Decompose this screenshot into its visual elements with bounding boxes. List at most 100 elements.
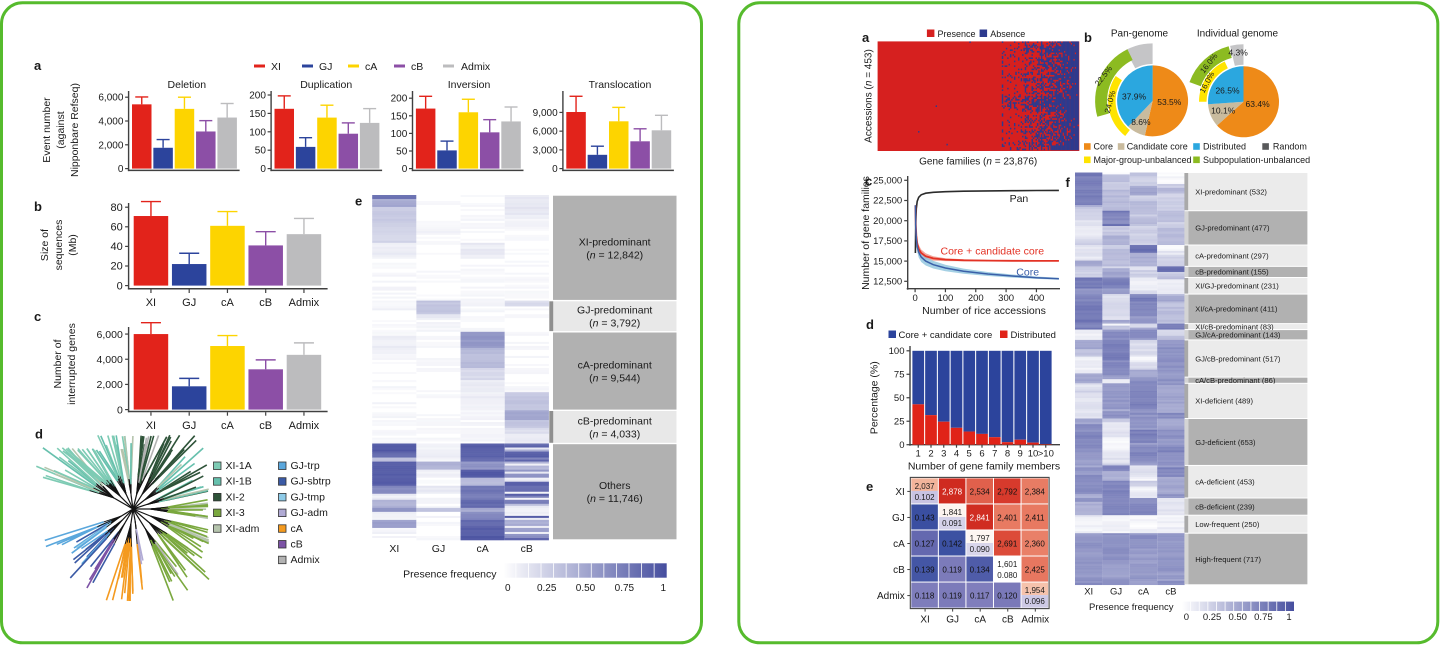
svg-text:Nipponbare Refseq): Nipponbare Refseq) bbox=[69, 83, 81, 177]
svg-text:cB-predominant: cB-predominant bbox=[578, 415, 652, 427]
svg-text:37.9%: 37.9% bbox=[1122, 91, 1147, 101]
svg-text:Core + candidate core: Core + candidate core bbox=[899, 330, 993, 341]
svg-text:1,841: 1,841 bbox=[942, 508, 963, 517]
svg-text:0.134: 0.134 bbox=[970, 566, 991, 575]
svg-text:9: 9 bbox=[1018, 449, 1023, 460]
svg-text:2,841: 2,841 bbox=[970, 514, 991, 523]
svg-text:b: b bbox=[1084, 30, 1092, 45]
svg-text:53.5%: 53.5% bbox=[1157, 97, 1182, 107]
svg-text:Presence: Presence bbox=[938, 29, 976, 39]
svg-text:2,000: 2,000 bbox=[98, 140, 123, 151]
svg-text:XI: XI bbox=[271, 61, 281, 73]
svg-text:a: a bbox=[862, 30, 870, 45]
svg-text:cA-predominant: cA-predominant bbox=[578, 360, 652, 372]
svg-text:cB: cB bbox=[893, 565, 905, 576]
svg-text:(Mb): (Mb) bbox=[67, 234, 79, 256]
svg-text:50: 50 bbox=[396, 147, 408, 158]
svg-text:0.080: 0.080 bbox=[997, 571, 1018, 580]
svg-text:cB-deficient (239): cB-deficient (239) bbox=[1195, 502, 1255, 511]
svg-text:Admix: Admix bbox=[291, 554, 321, 566]
svg-text:12,500: 12,500 bbox=[873, 277, 902, 288]
svg-text:1: 1 bbox=[661, 583, 667, 594]
svg-text:20: 20 bbox=[111, 261, 123, 273]
svg-text:7: 7 bbox=[992, 449, 997, 460]
svg-text:0: 0 bbox=[117, 404, 123, 416]
svg-text:63.4%: 63.4% bbox=[1246, 99, 1271, 109]
svg-text:0.090: 0.090 bbox=[970, 545, 991, 554]
svg-text:2,411: 2,411 bbox=[1025, 514, 1045, 523]
svg-text:0: 0 bbox=[912, 293, 917, 304]
svg-text:cA: cA bbox=[1138, 587, 1150, 598]
svg-text:Candidate core: Candidate core bbox=[1127, 142, 1188, 152]
svg-text:2,878: 2,878 bbox=[942, 487, 963, 496]
svg-text:0.117: 0.117 bbox=[970, 592, 990, 601]
svg-text:25,000: 25,000 bbox=[873, 176, 902, 187]
svg-text:0.50: 0.50 bbox=[576, 583, 596, 594]
svg-text:0.119: 0.119 bbox=[942, 566, 962, 575]
svg-text:4.3%: 4.3% bbox=[1228, 48, 1248, 58]
svg-text:Subpopulation-unbalanced: Subpopulation-unbalanced bbox=[1203, 155, 1310, 165]
svg-text:cA: cA bbox=[221, 420, 235, 432]
svg-text:2: 2 bbox=[928, 449, 933, 460]
svg-text:0: 0 bbox=[402, 164, 408, 175]
svg-text:200: 200 bbox=[249, 91, 266, 102]
svg-text:Core: Core bbox=[1016, 267, 1039, 279]
svg-text:200: 200 bbox=[391, 94, 408, 105]
svg-text:cA: cA bbox=[476, 543, 488, 555]
svg-text:(against: (against bbox=[55, 111, 67, 148]
svg-text:f: f bbox=[1066, 175, 1071, 190]
svg-text:8: 8 bbox=[1005, 449, 1010, 460]
svg-text:cB: cB bbox=[411, 61, 423, 73]
svg-text:0.119: 0.119 bbox=[942, 592, 962, 601]
svg-text:0.142: 0.142 bbox=[942, 540, 963, 549]
svg-text:100: 100 bbox=[249, 127, 266, 138]
svg-text:Admix: Admix bbox=[1021, 615, 1049, 626]
svg-text:GJ: GJ bbox=[892, 513, 905, 524]
svg-text:Pan: Pan bbox=[1010, 193, 1029, 205]
svg-text:25: 25 bbox=[894, 416, 905, 427]
svg-text:0.139: 0.139 bbox=[915, 566, 936, 575]
svg-text:1,601: 1,601 bbox=[997, 560, 1018, 569]
svg-text:cB: cB bbox=[1165, 587, 1176, 598]
svg-text:Duplication: Duplication bbox=[300, 79, 352, 91]
svg-text:Distributed: Distributed bbox=[1203, 142, 1246, 152]
svg-text:d: d bbox=[35, 427, 43, 442]
svg-text:0.096: 0.096 bbox=[1025, 597, 1046, 606]
svg-text:GJ-sbtrp: GJ-sbtrp bbox=[291, 476, 331, 488]
svg-text:XI: XI bbox=[146, 420, 156, 432]
svg-text:cA/cB-predominant (86): cA/cB-predominant (86) bbox=[1195, 376, 1276, 385]
svg-text:17,500: 17,500 bbox=[873, 236, 902, 247]
svg-text:(n = 3,792): (n = 3,792) bbox=[589, 318, 640, 330]
svg-text:cA-deficient (453): cA-deficient (453) bbox=[1195, 478, 1255, 487]
svg-text:cA: cA bbox=[974, 615, 986, 626]
svg-text:XI/cA-predominant (411): XI/cA-predominant (411) bbox=[1195, 305, 1278, 314]
svg-text:XI/cB-predominant (83): XI/cB-predominant (83) bbox=[1195, 322, 1274, 331]
svg-text:XI-1A: XI-1A bbox=[226, 460, 252, 472]
svg-text:0: 0 bbox=[505, 583, 511, 594]
svg-text:Inversion: Inversion bbox=[448, 79, 491, 91]
svg-text:300: 300 bbox=[998, 293, 1014, 304]
svg-text:0.25: 0.25 bbox=[537, 583, 557, 594]
svg-text:cB: cB bbox=[1002, 615, 1014, 626]
svg-text:2,534: 2,534 bbox=[970, 487, 991, 496]
svg-text:4,000: 4,000 bbox=[98, 117, 123, 128]
svg-text:0: 0 bbox=[899, 440, 904, 451]
svg-text:50: 50 bbox=[255, 146, 267, 157]
svg-text:GJ-trp: GJ-trp bbox=[291, 460, 320, 472]
svg-text:0.118: 0.118 bbox=[915, 592, 935, 601]
svg-text:0.127: 0.127 bbox=[915, 540, 936, 549]
svg-text:0.75: 0.75 bbox=[1254, 612, 1273, 623]
svg-text:80: 80 bbox=[111, 202, 123, 214]
svg-text:4: 4 bbox=[954, 449, 959, 460]
svg-text:cA: cA bbox=[365, 61, 377, 73]
svg-text:1: 1 bbox=[916, 449, 921, 460]
svg-text:XI: XI bbox=[895, 487, 904, 498]
svg-text:GJ/cA-predominant (143): GJ/cA-predominant (143) bbox=[1195, 331, 1281, 340]
svg-text:4,000: 4,000 bbox=[97, 354, 123, 366]
svg-text:XI-deficient (489): XI-deficient (489) bbox=[1195, 397, 1253, 406]
svg-text:Major-group-unbalanced: Major-group-unbalanced bbox=[1094, 155, 1192, 165]
svg-text:75: 75 bbox=[894, 370, 905, 381]
svg-text:15,000: 15,000 bbox=[873, 256, 902, 267]
svg-text:1: 1 bbox=[1286, 612, 1291, 623]
svg-text:3: 3 bbox=[941, 449, 946, 460]
